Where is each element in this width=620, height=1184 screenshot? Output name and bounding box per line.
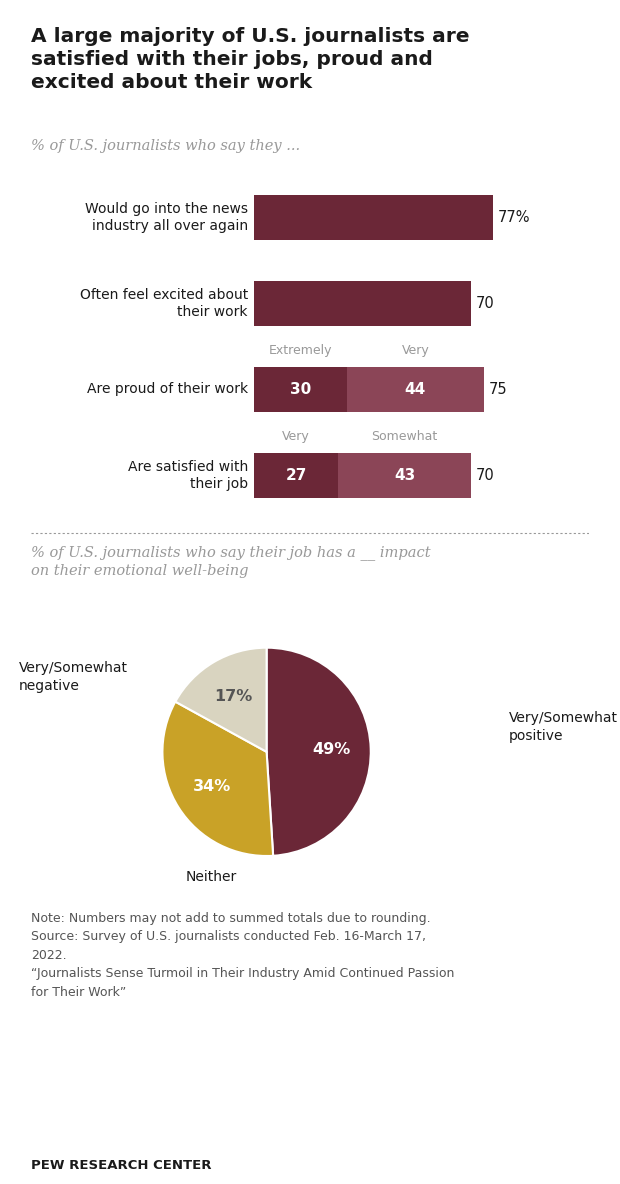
Bar xyxy=(254,281,471,326)
Bar xyxy=(254,367,347,412)
Text: 70: 70 xyxy=(476,468,495,483)
Bar xyxy=(254,195,493,239)
Text: 34%: 34% xyxy=(193,779,231,794)
Text: % of U.S. journalists who say they ...: % of U.S. journalists who say they ... xyxy=(31,140,300,153)
Text: 17%: 17% xyxy=(215,689,253,703)
Text: Note: Numbers may not add to summed totals due to rounding.
Source: Survey of U.: Note: Numbers may not add to summed tota… xyxy=(31,912,454,998)
Wedge shape xyxy=(162,702,273,856)
Text: Somewhat: Somewhat xyxy=(371,430,438,443)
Text: Extremely: Extremely xyxy=(269,343,332,356)
Text: Very/Somewhat
negative: Very/Somewhat negative xyxy=(19,661,128,693)
Text: 49%: 49% xyxy=(312,742,350,758)
Text: 43: 43 xyxy=(394,468,415,483)
Text: Would go into the news
industry all over again: Would go into the news industry all over… xyxy=(85,201,248,233)
Text: Neither: Neither xyxy=(185,870,236,884)
Bar xyxy=(338,453,471,497)
Text: PEW RESEARCH CENTER: PEW RESEARCH CENTER xyxy=(31,1159,211,1172)
Text: 30: 30 xyxy=(290,381,311,397)
Text: Very: Very xyxy=(402,343,429,356)
Wedge shape xyxy=(267,648,371,856)
Text: % of U.S. journalists who say their job has a __ impact
on their emotional well-: % of U.S. journalists who say their job … xyxy=(31,545,431,578)
Text: Very/Somewhat
positive: Very/Somewhat positive xyxy=(508,710,618,744)
Text: 77%: 77% xyxy=(497,210,530,225)
Text: 44: 44 xyxy=(405,381,426,397)
Text: 27: 27 xyxy=(285,468,307,483)
Text: Are satisfied with
their job: Are satisfied with their job xyxy=(128,459,248,491)
Text: A large majority of U.S. journalists are
satisfied with their jobs, proud and
ex: A large majority of U.S. journalists are… xyxy=(31,27,469,91)
Wedge shape xyxy=(175,648,267,752)
Text: Are proud of their work: Are proud of their work xyxy=(87,382,248,397)
Bar xyxy=(254,453,338,497)
Text: Very: Very xyxy=(282,430,310,443)
Text: 75: 75 xyxy=(489,381,507,397)
Text: Often feel excited about
their work: Often feel excited about their work xyxy=(80,288,248,318)
Bar xyxy=(347,367,484,412)
Text: 70: 70 xyxy=(476,296,495,311)
